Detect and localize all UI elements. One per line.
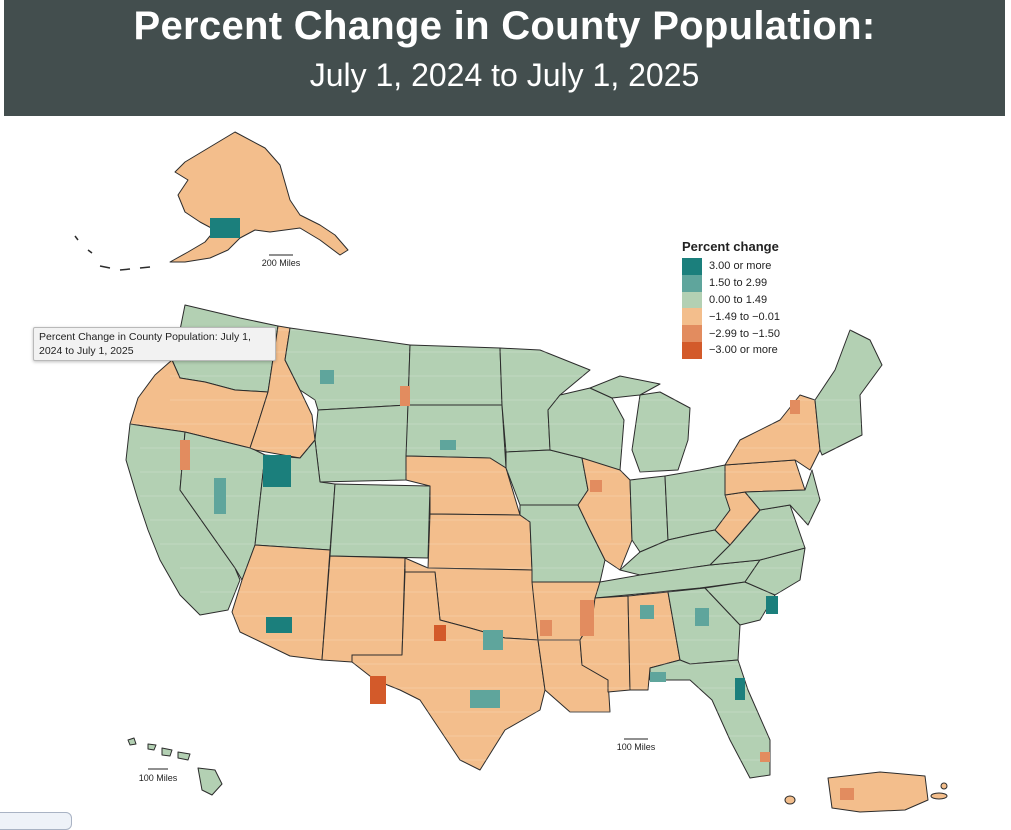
state-north-dakota[interactable] [407, 344, 503, 406]
legend-item: −2.99 to −1.50 [682, 325, 780, 342]
island-mona [784, 795, 796, 805]
state-iowa[interactable] [505, 449, 589, 506]
legend-label: 1.50 to 2.99 [709, 277, 768, 290]
legend-swatch [682, 308, 702, 326]
legend-label: −2.99 to −1.50 [709, 327, 780, 340]
state-wyoming[interactable] [314, 404, 409, 483]
legend-label: 0.00 to 1.49 [709, 293, 768, 306]
corner-control-button[interactable] [0, 812, 72, 830]
map-subtitle: July 1, 2024 to July 1, 2025 [309, 57, 700, 93]
scale-label-hawaii: 100 Miles [139, 773, 178, 783]
alaska[interactable] [74, 131, 349, 271]
title-banner: Percent Change in County Population: Jul… [4, 0, 1005, 116]
island-culebra [940, 782, 948, 790]
state-alaska[interactable] [169, 131, 349, 263]
legend-title: Percent change [682, 239, 779, 254]
map-title: Percent Change in County Population: [133, 4, 876, 48]
hawaii[interactable] [127, 737, 223, 796]
puerto-rico[interactable] [784, 771, 948, 813]
legend: Percent change 3.00 or more 1.50 to 2.99 0… [682, 239, 780, 359]
county-highlights [180, 370, 800, 762]
map-tooltip: Percent Change in County Population: Jul… [33, 327, 276, 361]
scale-bar-hawaii: 100 Miles [139, 768, 178, 783]
legend-item: 1.50 to 2.99 [682, 274, 780, 292]
legend-item: −1.49 to −0.01 [682, 308, 780, 326]
state-indiana[interactable] [629, 475, 669, 553]
legend-label: −3.00 or more [709, 344, 778, 357]
legend-swatch [682, 325, 702, 342]
pr-decline-area [840, 788, 854, 800]
state-texas[interactable] [351, 571, 546, 771]
state-new-york[interactable] [724, 394, 821, 471]
alaska-growth-area [210, 218, 240, 238]
aleutian-islands [74, 235, 151, 271]
legend-item: 0.00 to 1.49 [682, 291, 780, 309]
state-new-mexico[interactable] [321, 555, 406, 663]
scale-bar-alaska: 200 Miles [262, 254, 301, 268]
state-new-england[interactable] [814, 329, 883, 456]
choropleth-map[interactable]: 200 Miles 100 Miles 100 Miles [0, 116, 1011, 820]
island-vieques [930, 792, 948, 800]
legend-swatch [682, 291, 702, 309]
state-colorado[interactable] [329, 483, 431, 559]
state-north-carolina[interactable] [744, 547, 806, 596]
state-wisconsin[interactable] [547, 387, 625, 471]
legend-swatch [682, 258, 702, 275]
scale-label-puerto-rico: 100 Miles [617, 742, 656, 752]
legend-label: −1.49 to −0.01 [709, 310, 780, 323]
legend-swatch [682, 274, 702, 292]
state-pennsylvania[interactable] [724, 459, 806, 496]
scale-bar-puerto-rico: 100 Miles [617, 738, 656, 752]
county-boundaries [130, 329, 882, 761]
state-maryland-delaware-new-jersey[interactable] [744, 469, 821, 526]
state-hawaii[interactable] [127, 737, 223, 796]
legend-item: 3.00 or more [682, 258, 780, 275]
state-florida[interactable] [649, 659, 771, 779]
scale-label-alaska: 200 Miles [262, 258, 301, 268]
legend-swatch [682, 341, 702, 359]
legend-item: −3.00 or more [682, 341, 780, 359]
territory-puerto-rico[interactable] [827, 771, 929, 813]
state-kansas[interactable] [427, 513, 533, 571]
map-area[interactable]: 200 Miles 100 Miles 100 Miles [0, 116, 1011, 820]
legend-label: 3.00 or more [709, 260, 772, 273]
